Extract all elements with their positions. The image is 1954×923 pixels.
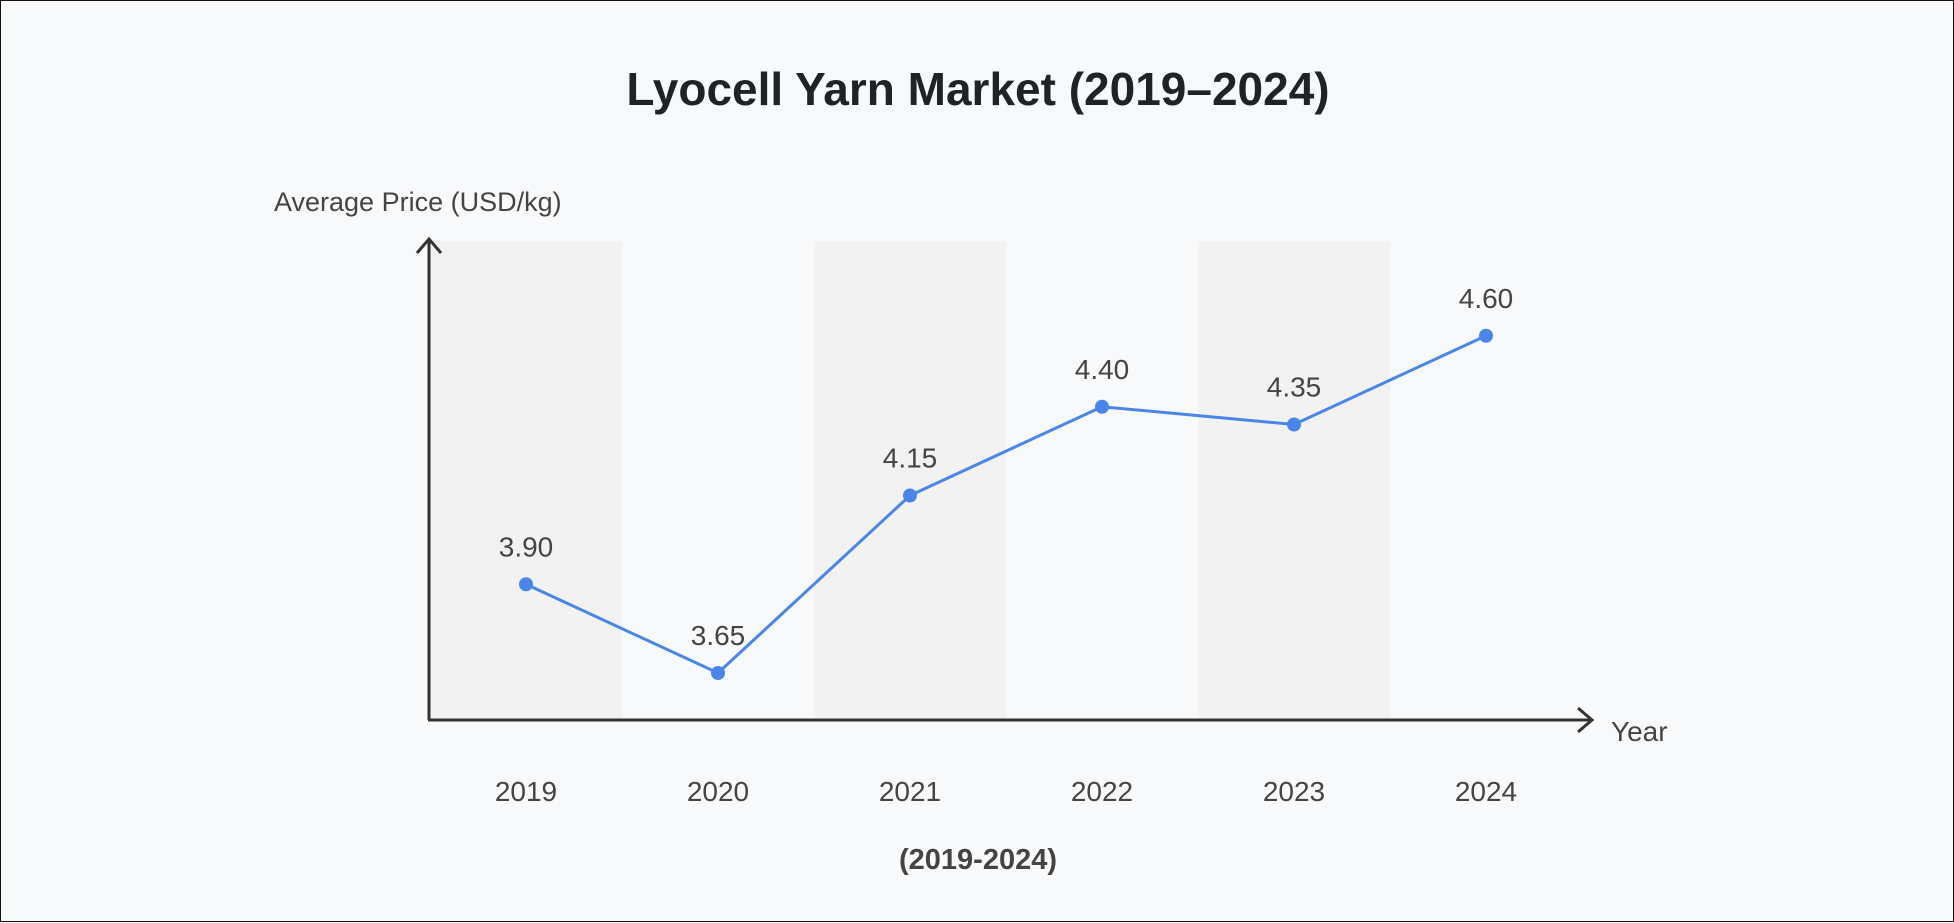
- data-label: 4.60: [1459, 283, 1514, 314]
- category-band: [814, 241, 1006, 720]
- data-point: [1287, 417, 1301, 432]
- y-axis-label: Average Price (USD/kg): [274, 187, 562, 217]
- x-axis-label: Year: [1611, 716, 1668, 747]
- data-point: [1479, 328, 1493, 343]
- data-label: 4.15: [883, 443, 938, 474]
- data-label: 3.65: [691, 620, 746, 651]
- data-label: 4.40: [1075, 354, 1130, 385]
- y-axis-arrow-icon: [415, 236, 443, 254]
- data-point: [903, 488, 917, 503]
- category-band: [430, 241, 622, 720]
- chart-title: Lyocell Yarn Market (2019–2024): [626, 63, 1329, 115]
- chart-subtitle: (2019-2024): [899, 844, 1057, 876]
- series-line: [525, 334, 1487, 675]
- data-point: [1095, 399, 1109, 414]
- x-tick-label: 2021: [879, 776, 941, 807]
- x-tick-label: 2024: [1455, 776, 1517, 807]
- x-tick-label: 2023: [1263, 776, 1325, 807]
- x-axis-arrow-icon: [1577, 706, 1595, 734]
- x-tick-label: 2019: [495, 776, 557, 807]
- x-tick-label: 2022: [1071, 776, 1133, 807]
- data-point: [711, 666, 725, 680]
- data-label: 3.90: [499, 531, 554, 562]
- x-tick-label: 2020: [687, 776, 749, 807]
- data-label: 4.35: [1267, 372, 1322, 403]
- data-point: [519, 577, 533, 592]
- category-band: [1198, 241, 1390, 720]
